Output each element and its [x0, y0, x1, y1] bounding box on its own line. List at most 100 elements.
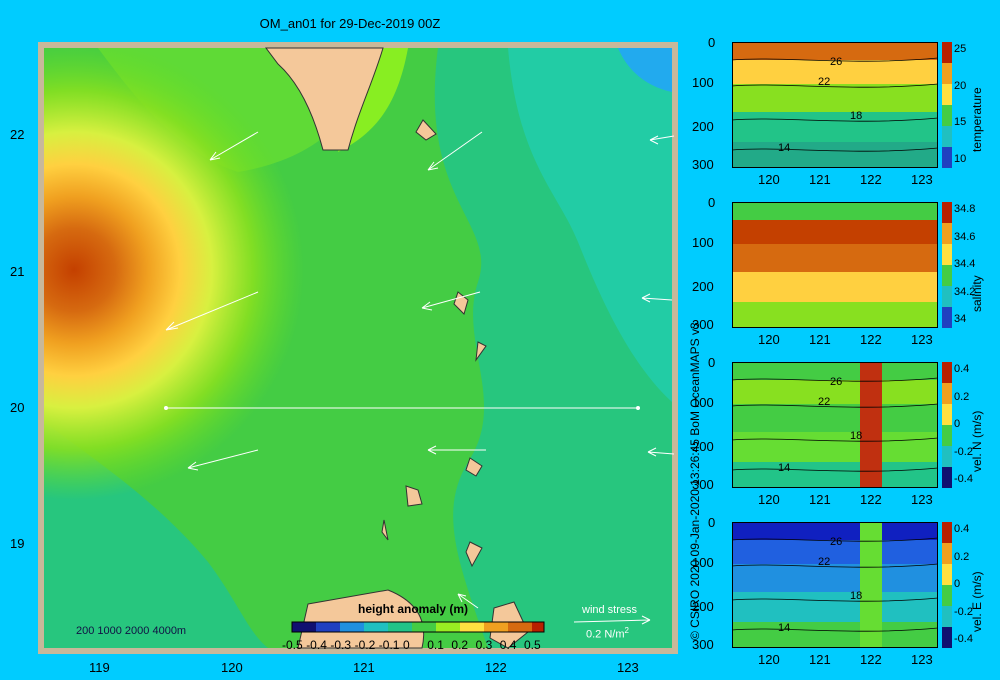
colorbar-tick: -0.2	[354, 638, 376, 652]
section-lon-tick: 123	[911, 332, 933, 347]
lat-tick: 20	[10, 400, 25, 415]
depth-tick: 300	[692, 157, 714, 172]
section-cbar-tick: 34.8	[954, 203, 976, 215]
depth-tick: 300	[692, 637, 714, 652]
section-cbar-tick: 15	[954, 116, 967, 129]
colorbar-tick: -0.5	[282, 638, 303, 652]
section-lon-tick: 121	[809, 652, 831, 667]
contour-label: 14	[778, 622, 791, 634]
depth-tick: 100	[692, 235, 714, 250]
depth-tick: 200	[692, 279, 714, 294]
colorbar-tick: 0.5	[524, 638, 541, 652]
section-lon-tick: 120	[758, 172, 780, 187]
section-lon-tick: 121	[809, 332, 831, 347]
section-cbar-tick: 34.2	[954, 285, 976, 298]
contour-label: 14	[778, 462, 791, 474]
height-colorbar	[291, 621, 545, 633]
lon-tick: 120	[221, 660, 243, 675]
contour-label: 26	[830, 536, 843, 548]
section-lon-tick: 120	[758, 492, 780, 507]
section-cbar-tick: 0.2	[954, 550, 970, 563]
section-lon-tick: 120	[758, 332, 780, 347]
colorbar-tick: -0.1	[378, 638, 400, 652]
section-plot-2	[732, 362, 938, 488]
section-cbar-tick: -0.2	[954, 445, 973, 458]
section-colorbar	[942, 362, 952, 488]
wind-scale: 0.2 N/m2	[586, 626, 629, 641]
section-label: vel. E (m/s)	[970, 571, 984, 632]
contour-label: 22	[818, 556, 831, 568]
lon-tick: 122	[485, 660, 507, 675]
section-label: vel. N (m/s)	[970, 410, 984, 472]
height-anomaly-map	[38, 42, 678, 654]
wind-arrows	[165, 131, 675, 625]
section-lon-tick: 122	[860, 652, 882, 667]
lon-tick: 119	[89, 660, 110, 675]
colorbar-tick: 0.3	[475, 638, 493, 652]
section-lon-tick: 123	[911, 492, 933, 507]
section-cbar-tick: 0.2	[954, 390, 970, 403]
section-lon-tick: 122	[860, 172, 882, 187]
colorbar-ticks: -0.5 -0.4 -0.3 -0.2 -0.1 0 0.1 0.2 0.3 0.4 0.5	[282, 638, 552, 652]
colorbar-tick: -0.4	[306, 638, 327, 652]
section-cbar-tick: 0	[954, 418, 961, 430]
warm-eddy	[44, 48, 672, 648]
depth-tick: 100	[692, 555, 714, 570]
section-cbar-tick: -0.4	[954, 473, 973, 485]
depth-tick: 0	[708, 515, 716, 530]
section-label: temperature	[970, 87, 984, 152]
depth-tick: 0	[708, 355, 716, 370]
depth-tick: 200	[692, 599, 714, 614]
colorbar-tick: 0.4	[499, 638, 517, 652]
section-plot-3	[732, 522, 938, 648]
depth-tick: 200	[692, 119, 714, 134]
section-cbar-tick: 20	[954, 79, 967, 92]
contour-label: 26	[830, 376, 843, 388]
section-lon-tick: 123	[911, 652, 933, 667]
depth-tick: 100	[692, 75, 714, 90]
contour-label: 22	[818, 76, 831, 88]
section-lon-tick: 123	[911, 172, 933, 187]
depth-legend: 200 1000 2000 4000m	[76, 625, 187, 637]
section-plot-1	[732, 202, 938, 328]
section-lon-tick: 120	[758, 652, 780, 667]
contour-label: 26	[830, 56, 843, 68]
section-cbar-tick: 10	[954, 153, 967, 165]
section-colorbar	[942, 202, 952, 328]
contour-label: 18	[850, 430, 863, 442]
section-cbar-tick: 0	[954, 578, 961, 590]
colorbar-tick: 0.2	[451, 638, 469, 652]
section-cbar-tick: 25	[954, 43, 967, 55]
credit-text: © CSIRO 2020 09-Jan-2020 13:26:45 BoM Oc…	[688, 322, 702, 640]
section-cbar-tick: 34.4	[954, 258, 976, 270]
depth-tick: 100	[692, 395, 714, 410]
section-cbar-tick: -0.2	[954, 605, 973, 618]
lon-tick: 121	[353, 660, 375, 675]
section-colorbar	[942, 42, 952, 168]
colorbar-tick: 0	[403, 638, 410, 652]
luzon-land	[297, 589, 425, 649]
wind-stress-label: wind stress	[582, 604, 638, 616]
lon-tick: 123	[617, 660, 639, 675]
contour-label: 22	[818, 396, 831, 408]
section-lon-tick: 122	[860, 332, 882, 347]
section-cbar-tick: 0.4	[954, 363, 970, 375]
map-title: OM_an01 for 29-Dec-2019 00Z	[259, 16, 441, 31]
section-plot-0	[732, 42, 938, 168]
colorbar-tick: -0.3	[330, 638, 352, 652]
colorbar-title: height anomaly (m)	[358, 602, 469, 616]
depth-tick: 300	[692, 477, 714, 492]
contour-label: 18	[850, 590, 863, 602]
section-lon-tick: 121	[809, 172, 831, 187]
section-cbar-tick: 0.4	[954, 523, 970, 535]
lat-tick: 19	[10, 536, 25, 551]
colorbar-tick: 0.1	[427, 638, 444, 652]
depth-tick: 0	[708, 195, 716, 210]
depth-tick: 300	[692, 317, 714, 332]
section-lon-tick: 122	[860, 492, 882, 507]
contour-label: 14	[778, 142, 791, 154]
lat-tick: 21	[10, 264, 25, 279]
contour-label: 18	[850, 110, 863, 122]
section-cbar-tick: 34	[954, 313, 967, 325]
section-cbar-tick: -0.4	[954, 633, 973, 645]
